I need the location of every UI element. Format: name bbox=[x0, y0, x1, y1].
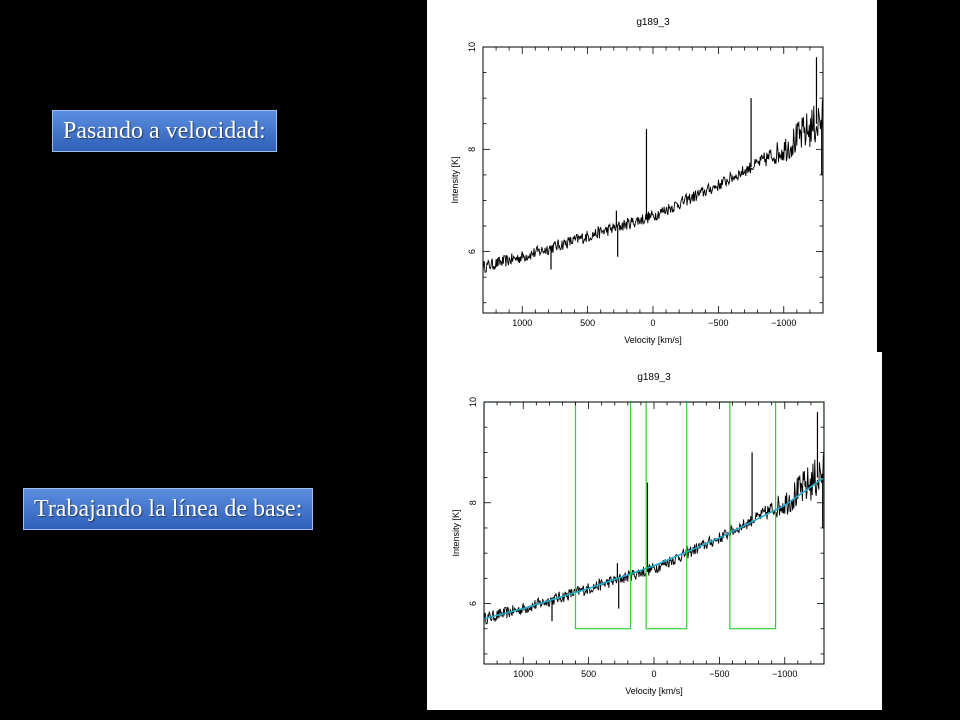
plot-area bbox=[483, 57, 823, 273]
y-axis-label: Intensity [K] bbox=[451, 509, 461, 556]
x-tick-label: −1000 bbox=[772, 669, 797, 679]
y-tick-label: 8 bbox=[468, 500, 478, 505]
y-tick-label: 6 bbox=[468, 601, 478, 606]
velocity-spectrum-chart: g189_3 1000 500 0 −500 −1000 6 8 10 Velocity [km/… bbox=[450, 17, 824, 345]
x-tick-label: 0 bbox=[651, 669, 656, 679]
x-tick-label: 1000 bbox=[512, 318, 532, 328]
x-tick-label: 0 bbox=[650, 318, 655, 328]
x-axis-label: Velocity [km/s] bbox=[624, 335, 682, 345]
x-tick-label: 1000 bbox=[513, 669, 533, 679]
y-tick-label: 8 bbox=[467, 147, 477, 152]
baseline-spectrum-chart: g189_3 1000 500 0 −500 −1000 6 8 10 Velocity [km/… bbox=[451, 372, 825, 696]
chart-title: g189_3 bbox=[637, 372, 671, 383]
spectrum-line bbox=[484, 450, 824, 625]
y-tick-label: 6 bbox=[467, 249, 477, 254]
baseline-fit-line bbox=[484, 476, 824, 620]
x-tick-label: −1000 bbox=[771, 318, 796, 328]
baseline-window-mask bbox=[484, 402, 824, 630]
y-tick-label: 10 bbox=[467, 42, 477, 52]
x-tick-label: −500 bbox=[709, 669, 729, 679]
y-axis-label: Intensity [K] bbox=[450, 156, 460, 203]
y-tick-label: 10 bbox=[468, 397, 478, 407]
spectrum-line bbox=[483, 96, 823, 273]
baseline-spectrum-panel: g189_3 1000 500 0 −500 −1000 6 8 10 Velocity [km/… bbox=[427, 352, 882, 710]
baseline-section-label: Trabajando la línea de base: bbox=[23, 488, 314, 530]
velocity-spectrum-panel: g189_3 1000 500 0 −500 −1000 6 8 10 Velocity [km/… bbox=[427, 0, 877, 352]
plot-frame bbox=[483, 401, 825, 665]
plot-frame bbox=[482, 46, 824, 314]
x-tick-label: 500 bbox=[581, 669, 596, 679]
chart-title: g189_3 bbox=[636, 17, 670, 28]
x-tick-label: 500 bbox=[580, 318, 595, 328]
plot-area bbox=[484, 402, 824, 630]
velocity-section-label: Pasando a velocidad: bbox=[52, 110, 277, 152]
x-tick-label: −500 bbox=[708, 318, 728, 328]
x-axis-label: Velocity [km/s] bbox=[625, 686, 683, 696]
